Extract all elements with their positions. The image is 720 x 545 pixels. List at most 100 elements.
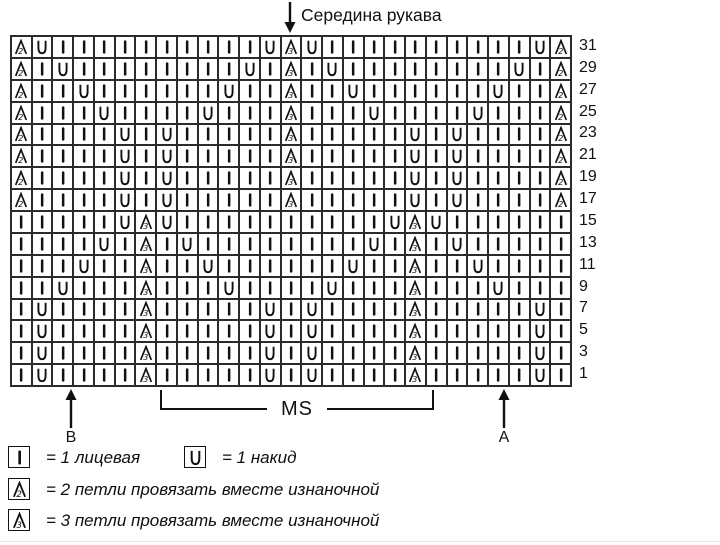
chart-cell: [384, 342, 406, 365]
svg-text:2: 2: [558, 46, 563, 55]
knit-stitch-icon: [103, 84, 106, 98]
knit-stitch-icon: [372, 84, 376, 98]
chart-cell: [529, 36, 551, 58]
chart-cell: [550, 342, 571, 365]
chart-cell: [93, 364, 115, 386]
knit-stitch-icon: [227, 127, 231, 142]
legend-text-purl3tog: = 3 петли провязать вместе изнаночной: [46, 511, 380, 530]
knit-stitch-icon: [269, 280, 272, 295]
purl3tog-icon: 3: [284, 148, 298, 164]
row-number-column: 31 29 27 25 23 21 19 17 15 13 11 9 7 5 3 1: [574, 35, 614, 385]
chart-cell: [529, 57, 551, 80]
chart-cell: [31, 189, 53, 211]
chart-cell: [446, 123, 468, 146]
chart-cell: [259, 123, 281, 146]
chart-cell: [384, 320, 406, 343]
svg-text:3: 3: [413, 308, 418, 317]
chart-cell: [11, 211, 32, 233]
knit-stitch-icon: [372, 259, 376, 273]
knit-stitch-icon: [206, 215, 210, 229]
knit-stitch-icon: [40, 280, 44, 295]
knit-stitch-icon: [20, 368, 23, 382]
knit-stitch-icon: [414, 84, 417, 98]
knit-stitch-icon: [269, 127, 272, 142]
chart-cell: 3: [135, 342, 157, 365]
svg-text:2: 2: [16, 489, 22, 497]
chart-cell: [114, 167, 136, 190]
chart-cell: [31, 101, 53, 124]
chart-cell: [11, 254, 32, 277]
yarn-over-icon: [452, 193, 462, 208]
knit-stitch-icon: [352, 302, 355, 317]
svg-text:3: 3: [288, 155, 293, 164]
chart-cell: [508, 167, 530, 190]
chart-cell: [467, 320, 489, 343]
knit-stitch-icon: [206, 368, 210, 382]
chart-cell: [529, 189, 551, 211]
knit-stitch-icon: [435, 302, 438, 317]
purl3tog-icon: 3: [409, 301, 422, 317]
chart-cell: [488, 189, 509, 211]
chart-cell: [363, 167, 385, 190]
chart-cell: [405, 189, 426, 211]
chart-cell: [446, 57, 468, 80]
chart-cell: [93, 276, 115, 299]
chart-cell: [446, 79, 468, 102]
chart-cell: [384, 276, 406, 299]
knit-stitch-icon: [559, 215, 563, 229]
knit-stitch-icon: [497, 127, 500, 142]
chart-cell: [135, 57, 157, 80]
yarn-over-icon: [161, 193, 172, 208]
chart-cell: [405, 101, 426, 124]
knit-stitch-icon: [248, 280, 251, 295]
chart-cell: [93, 167, 115, 190]
chart-cell: [156, 36, 177, 58]
chart-cell: [259, 364, 281, 386]
knit-stitch-icon: [206, 62, 210, 76]
knit-stitch-icon: [518, 346, 521, 360]
knit-stitch-icon: [103, 302, 106, 317]
chart-cell: [363, 57, 385, 80]
chart-cell: [529, 342, 551, 365]
chart-cell: [52, 211, 74, 233]
knit-stitch-icon: [393, 302, 397, 317]
yarn-over-icon: [535, 303, 545, 317]
chart-cell: [156, 167, 177, 190]
knit-stitch-icon: [559, 237, 563, 251]
knit-stitch-icon: [352, 237, 355, 251]
knit-stitch-icon: [538, 84, 542, 98]
chart-cell: [425, 342, 447, 365]
purl2tog-icon: 2: [554, 60, 567, 77]
chart-cell: [156, 145, 177, 168]
chart-cell: [342, 57, 364, 80]
svg-text:3: 3: [143, 330, 148, 339]
chart-cell: [550, 276, 571, 299]
yarn-over-icon: [58, 62, 68, 76]
purl3tog-icon: 3: [139, 213, 152, 230]
chart-cell: [342, 232, 364, 255]
knit-stitch-icon: [206, 193, 210, 207]
chart-cell: [363, 36, 385, 58]
knit-stitch-icon: [476, 171, 480, 185]
knit-stitch-icon: [476, 62, 480, 76]
bottom-divider: [0, 541, 720, 542]
chart-cell: [239, 320, 260, 343]
purl3tog-icon: 3: [139, 323, 152, 339]
chart-cell: [342, 189, 364, 211]
knit-stitch-icon: [414, 62, 417, 76]
chart-cell: [488, 123, 509, 146]
knit-stitch-icon: [538, 149, 542, 163]
chart-cell: [114, 320, 136, 343]
chart-cell: [508, 101, 530, 124]
chart-cell: [176, 276, 198, 299]
knit-stitch-icon: [165, 62, 168, 76]
svg-text:3: 3: [143, 352, 148, 361]
chart-cell: [488, 79, 509, 102]
chart-cell: [529, 298, 551, 321]
chart-cell: [52, 145, 74, 168]
chart-cell: [259, 276, 281, 299]
chart-cell: [280, 298, 302, 321]
chart-cell: [508, 276, 530, 299]
chart-cell: [425, 298, 447, 321]
chart-cell: [425, 79, 447, 102]
